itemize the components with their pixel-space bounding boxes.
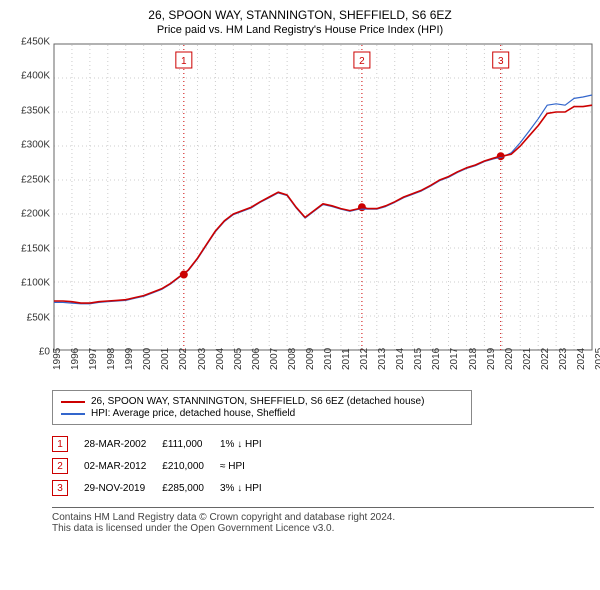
event-row: 1 28-MAR-2002£111,0001% ↓ HPI (52, 433, 278, 455)
events-table: 1 28-MAR-2002£111,0001% ↓ HPI 2 02-MAR-2012… (52, 433, 278, 499)
x-axis-labels: 1995199619971998199920002001200220032004… (52, 352, 594, 386)
legend-swatch (61, 413, 85, 415)
chart-subtitle: Price paid vs. HM Land Registry's House … (6, 24, 594, 36)
y-tick-label: £400K (21, 71, 50, 82)
legend-row: 26, SPOON WAY, STANNINGTON, SHEFFIELD, S… (61, 396, 463, 407)
event-price: £285,000 (162, 477, 220, 499)
event-date: 28-MAR-2002 (84, 433, 162, 455)
event-row: 2 02-MAR-2012£210,000≈ HPI (52, 455, 278, 477)
y-tick-label: £250K (21, 174, 50, 185)
y-tick-label: £100K (21, 278, 50, 289)
legend-label: HPI: Average price, detached house, Shef… (91, 408, 295, 419)
y-tick-label: £350K (21, 105, 50, 116)
chart-container: 26, SPOON WAY, STANNINGTON, SHEFFIELD, S… (0, 0, 600, 590)
titles: 26, SPOON WAY, STANNINGTON, SHEFFIELD, S… (6, 8, 594, 42)
legend: 26, SPOON WAY, STANNINGTON, SHEFFIELD, S… (52, 390, 472, 425)
footer: Contains HM Land Registry data © Crown c… (52, 507, 594, 534)
svg-text:1: 1 (181, 56, 187, 67)
event-delta: ≈ HPI (220, 455, 278, 477)
y-tick-label: £50K (27, 312, 50, 323)
footer-line-2: This data is licensed under the Open Gov… (52, 523, 594, 534)
plot-area: 1 2 3 (52, 42, 594, 352)
y-tick-label: £200K (21, 209, 50, 220)
event-date: 29-NOV-2019 (84, 477, 162, 499)
chart-area: £0£50K£100K£150K£200K£250K£300K£350K£400… (6, 42, 594, 352)
event-price: £111,000 (162, 433, 220, 455)
event-delta: 1% ↓ HPI (220, 433, 278, 455)
chart-svg: 1 2 3 (52, 42, 594, 352)
y-axis-labels: £0£50K£100K£150K£200K£250K£300K£350K£400… (6, 42, 52, 352)
svg-text:3: 3 (498, 56, 504, 67)
legend-swatch (61, 401, 85, 403)
event-marker: 3 (52, 480, 68, 496)
event-delta: 3% ↓ HPI (220, 477, 278, 499)
legend-row: HPI: Average price, detached house, Shef… (61, 408, 463, 419)
svg-text:2: 2 (359, 56, 365, 67)
event-marker: 1 (52, 436, 68, 452)
y-tick-label: £450K (21, 37, 50, 48)
event-price: £210,000 (162, 455, 220, 477)
y-tick-label: £150K (21, 243, 50, 254)
event-table: 1 28-MAR-2002£111,0001% ↓ HPI 2 02-MAR-2012… (52, 433, 594, 499)
event-row: 3 29-NOV-2019£285,0003% ↓ HPI (52, 477, 278, 499)
chart-title: 26, SPOON WAY, STANNINGTON, SHEFFIELD, S… (6, 8, 594, 22)
event-marker: 2 (52, 458, 68, 474)
y-tick-label: £0 (39, 347, 50, 358)
legend-label: 26, SPOON WAY, STANNINGTON, SHEFFIELD, S… (91, 396, 424, 407)
event-date: 02-MAR-2012 (84, 455, 162, 477)
footer-line-1: Contains HM Land Registry data © Crown c… (52, 512, 594, 523)
y-tick-label: £300K (21, 140, 50, 151)
